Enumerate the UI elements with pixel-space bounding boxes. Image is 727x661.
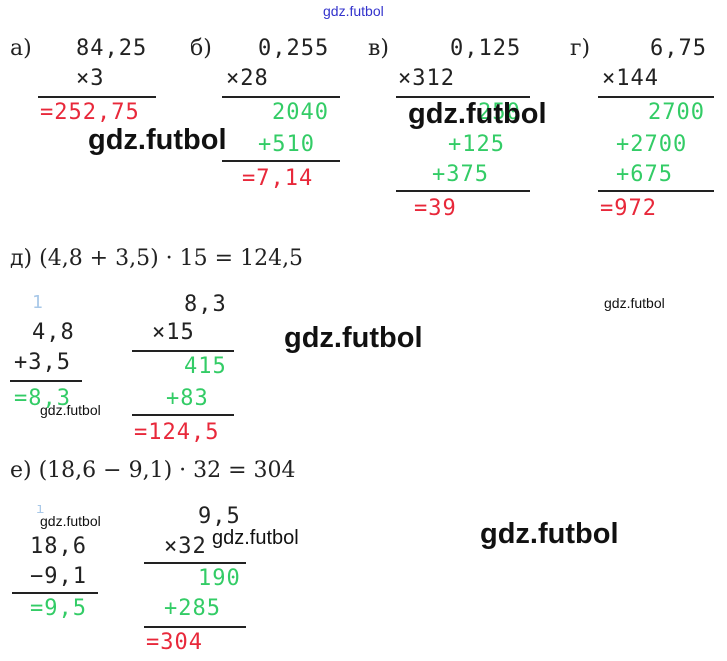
d-mul-number-1: 8,3 — [184, 292, 227, 317]
d-mul-rule-2 — [132, 414, 234, 416]
g-number-1: 6,75 — [650, 36, 707, 61]
a-result: =252,75 — [40, 100, 140, 125]
watermark-top[interactable]: gdz.futbol — [323, 3, 384, 19]
v-partial-2: +125 — [448, 132, 505, 157]
label-a: а) — [10, 36, 32, 61]
d-mul-partial-2: +83 — [166, 386, 209, 411]
v-rule-2 — [396, 190, 530, 192]
g-result: =972 — [600, 196, 657, 221]
e-carry-mark: ı — [36, 501, 45, 517]
watermark-8[interactable]: gdz.futbol — [480, 518, 619, 550]
e-sub-number-2: −9,1 — [30, 564, 87, 589]
b-result: =7,14 — [242, 166, 314, 191]
e-mul-multiplier: ×32 — [164, 534, 207, 559]
d-add-number-1: 4,8 — [32, 320, 75, 345]
e-mul-partial-2: +285 — [164, 596, 221, 621]
equation-d: д) (4,8 + 3,5) · 15 = 124,5 — [10, 246, 304, 271]
d-add-result: =8,3 — [14, 386, 71, 411]
g-multiplier: ×144 — [602, 66, 659, 91]
v-result: =39 — [414, 196, 457, 221]
v-rule-1 — [396, 96, 530, 98]
v-partial-3: +375 — [432, 162, 489, 187]
e-mul-rule-1 — [144, 562, 246, 564]
d-mul-partial-1: 415 — [184, 354, 227, 379]
v-number-1: 0,125 — [450, 36, 522, 61]
v-partial-1: 250 — [478, 100, 521, 125]
watermark-6[interactable]: gdz.futbol — [40, 513, 101, 529]
a-multiplier: ×3 — [76, 66, 105, 91]
watermark-2[interactable]: gdz.futbol — [408, 98, 547, 130]
watermark-3[interactable]: gdz.futbol — [604, 295, 665, 311]
e-mul-rule-2 — [144, 626, 246, 628]
g-partial-3: +675 — [616, 162, 673, 187]
g-rule-2 — [598, 190, 714, 192]
v-multiplier: ×312 — [398, 66, 455, 91]
b-multiplier: ×28 — [226, 66, 269, 91]
g-partial-2: +2700 — [616, 132, 688, 157]
label-v: в) — [368, 36, 389, 61]
d-mul-multiplier: ×15 — [152, 320, 195, 345]
b-partial-2: +510 — [258, 132, 315, 157]
watermark-5[interactable]: gdz.futbol — [40, 402, 101, 418]
label-g: г) — [570, 36, 591, 61]
watermark-4[interactable]: gdz.futbol — [284, 322, 423, 354]
e-mul-partial-1: 190 — [198, 566, 241, 591]
d-mul-result: =124,5 — [134, 420, 220, 445]
e-sub-rule — [12, 592, 98, 594]
label-b: б) — [190, 36, 212, 61]
watermark-1[interactable]: gdz.futbol — [88, 124, 227, 156]
e-sub-result: =9,5 — [30, 596, 87, 621]
a-number-1: 84,25 — [76, 36, 148, 61]
equation-e: е) (18,6 − 9,1) · 32 = 304 — [10, 458, 296, 483]
a-rule — [38, 96, 156, 98]
b-rule-2 — [222, 160, 340, 162]
g-rule-1 — [598, 96, 714, 98]
e-mul-number-1: 9,5 — [198, 504, 241, 529]
b-number-1: 0,255 — [258, 36, 330, 61]
watermark-7[interactable]: gdz.futbol — [212, 527, 299, 549]
e-sub-number-1: 18,6 — [30, 534, 87, 559]
e-mul-result: =304 — [146, 630, 203, 655]
d-add-number-2: +3,5 — [14, 350, 71, 375]
d-mul-rule-1 — [132, 350, 234, 352]
d-add-rule — [10, 380, 82, 382]
b-partial-1: 2040 — [272, 100, 329, 125]
d-carry-mark: 1 — [32, 292, 43, 313]
g-partial-1: 2700 — [648, 100, 705, 125]
b-rule-1 — [222, 96, 340, 98]
